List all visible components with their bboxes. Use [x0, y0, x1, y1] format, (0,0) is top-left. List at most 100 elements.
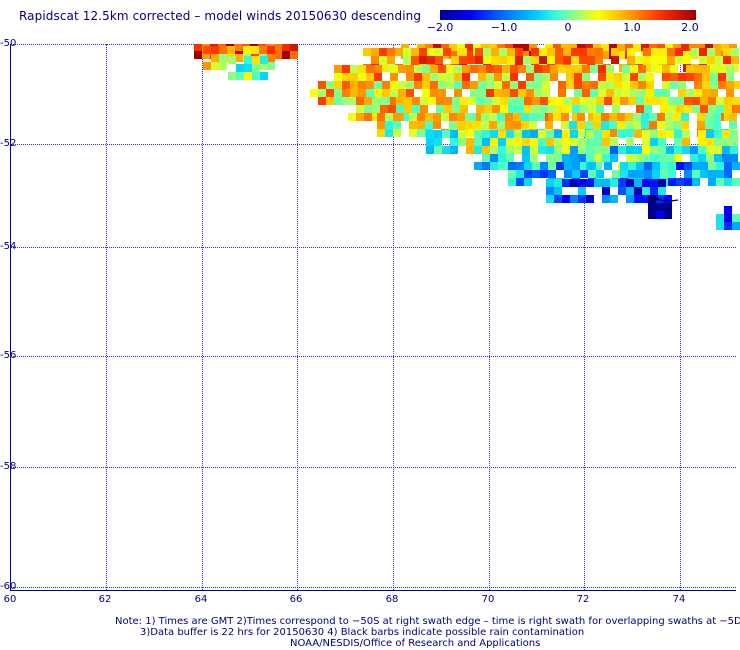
swath-cell: [660, 170, 668, 178]
swath-cell: [617, 113, 625, 121]
swath-cell: [666, 154, 674, 162]
swath-cell: [630, 65, 638, 73]
swath-cell: [602, 146, 610, 154]
swath-cell: [697, 113, 705, 121]
swath-cell: [649, 121, 657, 129]
swath-cell: [692, 170, 700, 178]
swath-cell: [614, 89, 622, 97]
swath-cell: [700, 97, 708, 105]
swath-cell: [622, 73, 630, 81]
swath-cell: [634, 146, 642, 154]
swath-cell: [684, 178, 692, 186]
swath-cell: [585, 121, 593, 129]
swath-cell: [531, 56, 539, 64]
swath-cell: [428, 97, 436, 105]
swath-cell: [482, 146, 490, 154]
swath-cell: [674, 154, 682, 162]
swath-cell: [460, 105, 468, 113]
swath-cell: [282, 44, 290, 52]
swath-cell: [586, 195, 594, 203]
swath-cell: [593, 113, 601, 121]
swath-cell: [572, 170, 580, 178]
swath-cell: [532, 105, 540, 113]
swath-cell: [252, 64, 260, 72]
swath-cell: [398, 89, 406, 97]
swath-cell: [636, 105, 644, 113]
swath-cell: [692, 162, 700, 170]
lon-label: 74: [672, 594, 686, 605]
swath-cell: [658, 138, 666, 146]
swath-cell: [713, 121, 721, 129]
swath-cell: [358, 65, 366, 73]
swath-cell: [668, 105, 676, 113]
swath-cell: [724, 97, 732, 105]
swath-cell: [430, 73, 438, 81]
swath-cell: [641, 121, 649, 129]
swath-cell: [626, 179, 634, 187]
swath-cell: [554, 154, 562, 162]
swath-cell: [540, 170, 548, 178]
swath-cell: [588, 113, 596, 121]
swath-cell: [459, 56, 467, 64]
swath-cell: [658, 146, 666, 154]
swath-cell: [609, 113, 617, 121]
swath-cell: [388, 105, 396, 113]
swath-cell: [514, 130, 522, 138]
swath-cell: [617, 44, 625, 52]
swath-cell: [396, 105, 404, 113]
swath-cell: [658, 187, 666, 195]
swath-cell: [290, 51, 298, 59]
swath-cell: [722, 146, 730, 154]
swath-cell: [550, 73, 558, 81]
swath-cell: [606, 81, 614, 89]
swath-cell: [548, 170, 556, 178]
swath-cell: [390, 89, 398, 97]
swath-cell: [628, 162, 636, 170]
swath-cell: [558, 81, 566, 89]
swath-cell: [393, 129, 401, 137]
swath-cell: [659, 56, 667, 64]
note-line-1: Note: 1) Times are GMT 2)Times correspon…: [115, 616, 740, 627]
swath-cell: [593, 121, 601, 129]
swath-cell: [548, 162, 556, 170]
swath-cell: [642, 146, 650, 154]
swath-cell: [644, 170, 652, 178]
swath-cell: [252, 56, 260, 64]
swath-cell: [419, 48, 427, 56]
swath-cell: [379, 56, 387, 64]
swath-cell: [674, 146, 682, 154]
swath-cell: [634, 154, 642, 162]
swath-cell: [676, 178, 684, 186]
swath-cell: [524, 105, 532, 113]
swath-cell: [674, 138, 682, 146]
lon-label: 66: [289, 594, 303, 605]
swath-cell: [502, 65, 510, 73]
swath-cell: [726, 65, 734, 73]
swath-cell: [390, 97, 398, 105]
swath-cell: [470, 89, 478, 97]
swath-cell: [334, 89, 342, 97]
swath-cell: [532, 162, 540, 170]
swath-cell: [564, 170, 572, 178]
swath-cell: [534, 65, 542, 73]
swath-cell: [572, 162, 580, 170]
swath-cell: [562, 179, 570, 187]
swath-cell: [705, 113, 713, 121]
swath-cell: [718, 73, 726, 81]
swath-cell: [642, 154, 650, 162]
swath-cell: [497, 121, 505, 129]
swath-cell: [602, 154, 610, 162]
swath-cell: [554, 195, 562, 203]
swath-cell: [457, 121, 465, 129]
swath-cell: [342, 65, 350, 73]
swath-cell: [713, 113, 721, 121]
swath-cell: [658, 154, 666, 162]
swath-cell: [427, 56, 435, 64]
swath-cell: [582, 81, 590, 89]
swath-cell: [422, 65, 430, 73]
swath-cell: [530, 138, 538, 146]
swath-cell: [617, 121, 625, 129]
swath-cell: [570, 138, 578, 146]
swath-cell: [554, 187, 562, 195]
swath-cell: [539, 56, 547, 64]
